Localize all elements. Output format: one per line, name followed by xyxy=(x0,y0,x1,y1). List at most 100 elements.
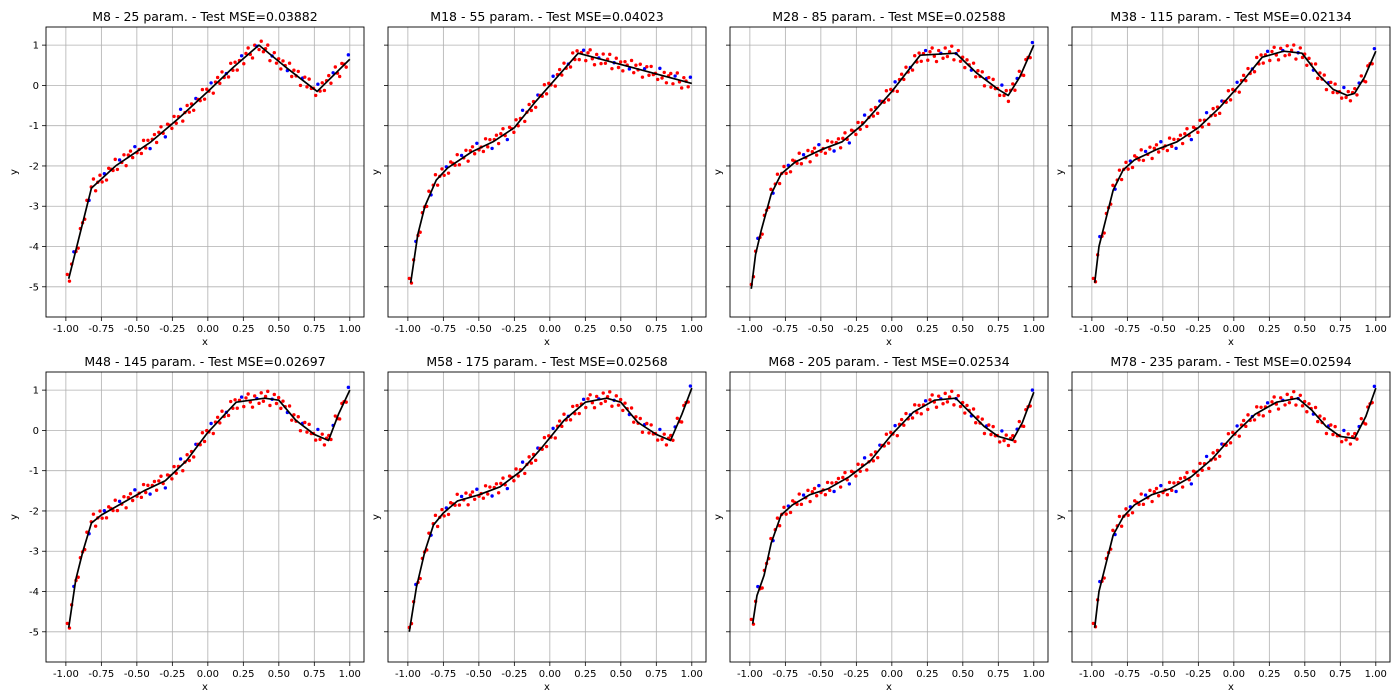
train-point xyxy=(337,417,342,421)
train-point xyxy=(932,54,937,58)
train-point xyxy=(100,516,104,520)
train-point xyxy=(1359,416,1364,421)
train-point xyxy=(483,484,488,488)
train-point xyxy=(250,56,255,60)
train-point xyxy=(749,617,753,622)
train-point xyxy=(568,65,573,69)
train-point xyxy=(884,89,889,93)
x-tick-label: 0.50 xyxy=(1294,324,1316,335)
train-point xyxy=(1006,99,1011,104)
y-tick-label: -1 xyxy=(29,466,39,477)
train-point xyxy=(1329,423,1333,427)
train-point xyxy=(139,495,144,500)
x-tick-label: -1.00 xyxy=(737,324,763,335)
train-point xyxy=(784,171,788,176)
train-point xyxy=(233,398,237,402)
x-tick-label: -1.00 xyxy=(53,324,79,335)
y-tick-label: -4 xyxy=(29,587,39,598)
train-point xyxy=(494,133,499,137)
test-point xyxy=(178,107,183,112)
train-point xyxy=(645,421,649,426)
train-point xyxy=(152,479,157,484)
train-point xyxy=(1346,432,1350,436)
train-point xyxy=(841,136,845,141)
y-tick-label: 0 xyxy=(33,81,39,92)
x-tick-label: 0.75 xyxy=(303,324,325,335)
train-point xyxy=(638,62,642,66)
test-point xyxy=(1189,137,1194,142)
train-point xyxy=(952,403,956,407)
train-point xyxy=(104,178,109,182)
train-point xyxy=(608,52,612,57)
fit-line xyxy=(1093,387,1377,628)
train-point xyxy=(544,444,549,449)
train-point xyxy=(1252,70,1257,74)
train-point xyxy=(621,69,625,73)
train-point xyxy=(913,54,917,58)
train-point xyxy=(571,404,575,409)
train-point xyxy=(603,61,608,66)
train-point xyxy=(1198,461,1202,466)
train-point xyxy=(455,152,459,157)
train-point xyxy=(592,406,597,410)
train-point xyxy=(660,76,664,80)
train-point xyxy=(292,68,296,72)
train-point xyxy=(159,125,163,129)
train-point xyxy=(115,508,120,513)
train-point xyxy=(292,413,296,417)
train-point xyxy=(830,140,834,144)
x-tick-label: 0.50 xyxy=(610,324,632,335)
x-axis-label: x xyxy=(202,682,208,693)
test-point xyxy=(239,54,244,58)
train-point xyxy=(1178,476,1183,481)
train-point xyxy=(945,400,950,404)
subplot-title: M28 - 85 param. - Test MSE=0.02588 xyxy=(772,9,1005,24)
train-point xyxy=(185,453,189,457)
train-point xyxy=(235,68,239,72)
train-point xyxy=(841,475,845,480)
train-point xyxy=(664,443,669,447)
test-point xyxy=(862,456,867,460)
train-point xyxy=(268,403,272,408)
train-point xyxy=(856,120,860,125)
train-point xyxy=(808,160,812,164)
train-point xyxy=(1241,73,1246,78)
train-point xyxy=(287,61,292,65)
train-point xyxy=(836,476,841,481)
train-point xyxy=(466,503,470,507)
train-point xyxy=(1307,56,1311,61)
x-tick-label: 0.00 xyxy=(881,324,903,335)
test-point xyxy=(490,494,494,498)
train-point xyxy=(553,84,557,88)
train-point xyxy=(333,414,338,418)
train-point xyxy=(1324,87,1329,92)
train-point xyxy=(1272,395,1276,399)
fit-line xyxy=(67,44,351,279)
train-point xyxy=(1172,481,1176,485)
train-point xyxy=(956,393,960,398)
train-point xyxy=(1333,82,1337,86)
train-point xyxy=(899,417,904,422)
train-point xyxy=(1217,111,1222,116)
train-point xyxy=(1150,499,1154,504)
train-point xyxy=(455,492,459,496)
train-point xyxy=(1268,409,1272,414)
x-axis-label: x xyxy=(1228,337,1234,348)
train-point xyxy=(675,416,680,420)
test-point xyxy=(862,113,867,117)
x-tick-label: -0.50 xyxy=(124,324,150,335)
train-point xyxy=(144,490,148,495)
test-point xyxy=(1174,489,1178,494)
train-point xyxy=(337,74,342,79)
train-point xyxy=(100,180,104,184)
train-point xyxy=(577,57,581,62)
test-point xyxy=(117,158,122,162)
train-point xyxy=(675,71,680,75)
x-tick-label: 0.75 xyxy=(303,669,325,680)
train-point xyxy=(1002,93,1006,98)
train-point xyxy=(557,419,562,423)
train-point xyxy=(799,162,804,166)
train-point xyxy=(679,86,684,90)
train-point xyxy=(1355,437,1359,441)
train-point xyxy=(1305,410,1309,414)
